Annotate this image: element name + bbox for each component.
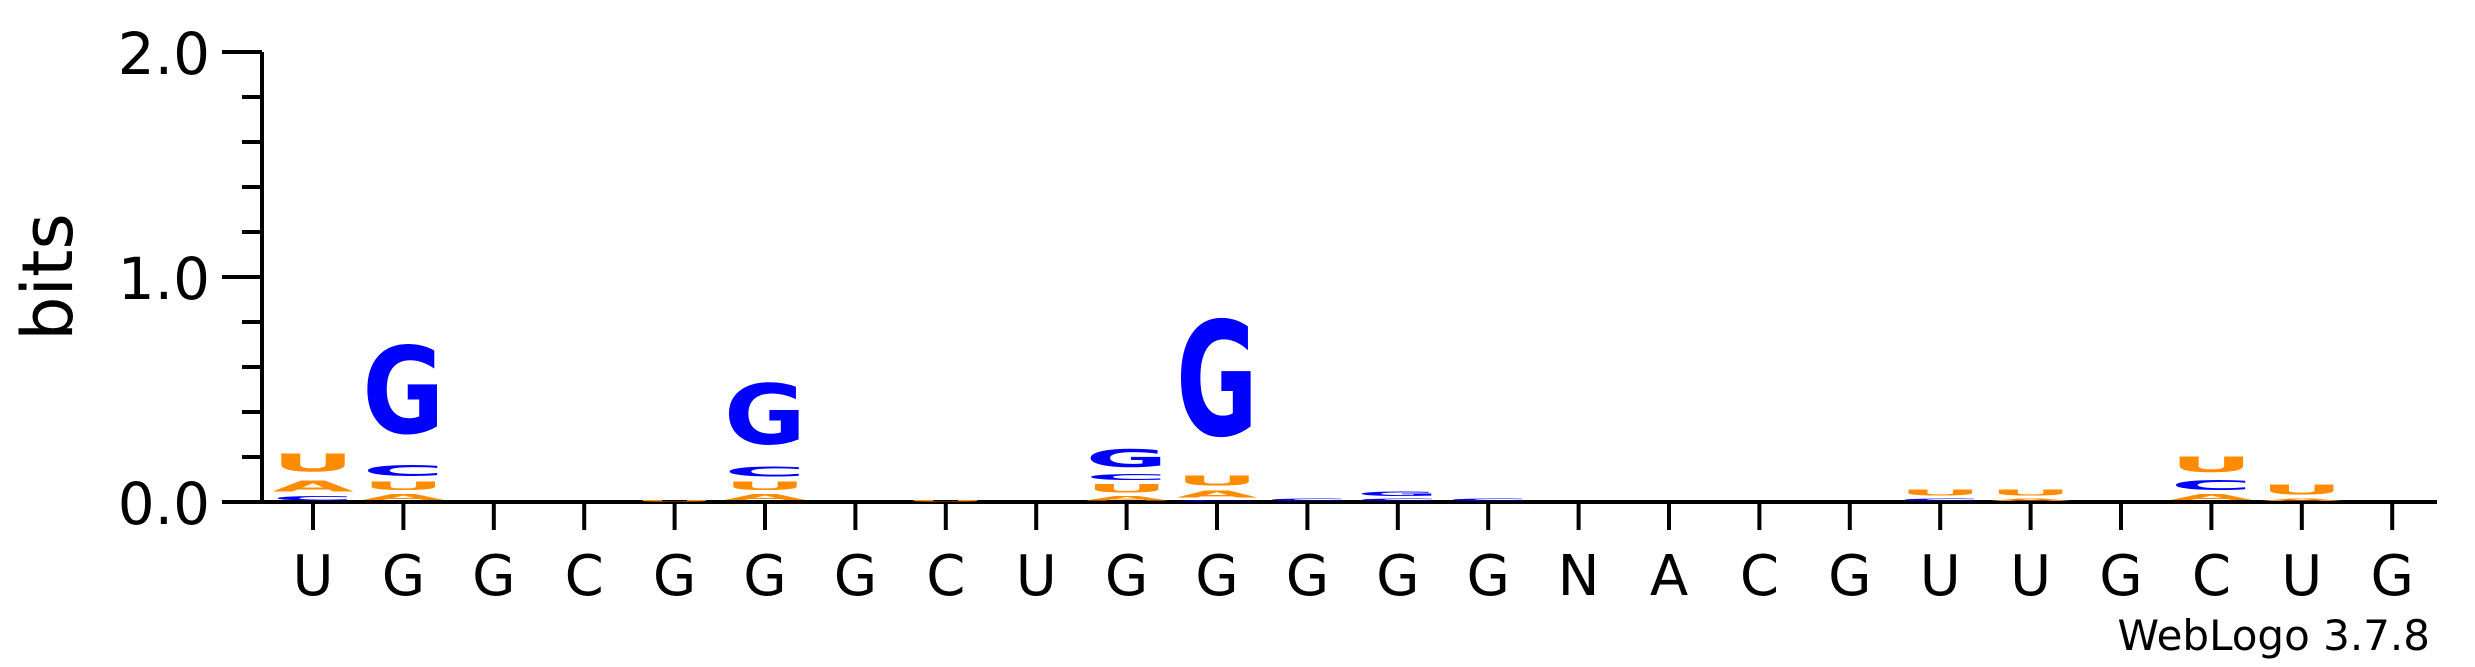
x-tick-label: G bbox=[472, 544, 515, 609]
logo-letter-U: U bbox=[2170, 453, 2252, 478]
x-tick-label: U bbox=[1016, 544, 1057, 609]
logo-letter-G: G bbox=[724, 367, 806, 463]
logo-letter-U: U bbox=[634, 500, 716, 502]
x-tick-label: G bbox=[1466, 544, 1509, 609]
weblogo-credit: WebLogo 3.7.8 bbox=[2118, 611, 2431, 660]
logo-letter-U: U bbox=[272, 448, 354, 477]
y-tick-label: 0.0 bbox=[118, 470, 210, 538]
logo-letter-A: A bbox=[724, 493, 806, 502]
x-tick-label: G bbox=[1195, 544, 1238, 609]
x-tick-label: G bbox=[1286, 544, 1329, 609]
logo-letter-C: C bbox=[362, 462, 444, 480]
logo-letter-U: U bbox=[1086, 482, 1168, 495]
x-tick-label: U bbox=[2010, 544, 2051, 609]
logo-letter-C: C bbox=[1447, 498, 1529, 502]
x-tick-label: U bbox=[2281, 544, 2322, 609]
logo-letter-G: G bbox=[362, 322, 444, 461]
x-tick-label: G bbox=[382, 544, 425, 609]
logo-letter-C: C bbox=[1357, 498, 1439, 502]
logo-letter-C: C bbox=[272, 495, 354, 502]
x-tick-label: G bbox=[834, 544, 877, 609]
logo-letter-U: U bbox=[905, 500, 987, 502]
logo-letter-U: U bbox=[724, 479, 806, 492]
x-tick-label: G bbox=[2370, 544, 2413, 609]
x-tick-label: C bbox=[565, 544, 604, 609]
logo-letter-U: U bbox=[1990, 489, 2072, 498]
logo-letter-C: C bbox=[724, 464, 806, 480]
logo-letter-U: U bbox=[362, 479, 444, 492]
x-tick-label: C bbox=[1740, 544, 1779, 609]
logo-letter-C: C bbox=[1176, 500, 1258, 502]
x-tick-label: U bbox=[1920, 544, 1961, 609]
logo-letter-A: A bbox=[2170, 493, 2252, 502]
logo-letter-G: G bbox=[1357, 491, 1439, 498]
logo-letter-C: C bbox=[1086, 473, 1168, 482]
logo-letter-A: A bbox=[2261, 497, 2343, 502]
y-tick-label: 1.0 bbox=[118, 245, 210, 313]
y-tick-label: 2.0 bbox=[118, 20, 210, 88]
logo-letter-A: A bbox=[1086, 495, 1168, 502]
x-tick-label: G bbox=[1376, 544, 1419, 609]
logo-letter-U: U bbox=[2261, 482, 2343, 498]
x-tick-label: N bbox=[1558, 544, 1600, 609]
x-tick-label: U bbox=[293, 544, 334, 609]
x-tick-label: C bbox=[926, 544, 965, 609]
logo-letter-C: C bbox=[1899, 498, 1981, 502]
logo-letter-C: C bbox=[1266, 498, 1348, 502]
x-tick-label: G bbox=[1105, 544, 1148, 609]
x-tick-label: G bbox=[653, 544, 696, 609]
logo-letter-A: A bbox=[362, 493, 444, 502]
logo-letter-C: C bbox=[2170, 477, 2252, 493]
y-axis-label: bits bbox=[7, 213, 89, 341]
x-tick-label: G bbox=[2099, 544, 2142, 609]
logo-letter-U: U bbox=[1176, 473, 1258, 489]
logo-letter-A: A bbox=[1176, 488, 1258, 499]
logo-letter-A: A bbox=[1990, 497, 2072, 502]
x-tick-label: G bbox=[1828, 544, 1871, 609]
logo-letter-A: A bbox=[272, 477, 355, 495]
x-tick-label: C bbox=[2192, 544, 2231, 609]
logo-letter-G: G bbox=[1086, 444, 1168, 473]
y-ticks: 0.0 1.0 2.0 bbox=[118, 20, 262, 538]
logo-letter-U: U bbox=[1899, 489, 1981, 498]
x-tick-label: A bbox=[1650, 544, 1688, 609]
x-tick-label: G bbox=[743, 544, 786, 609]
logo-letter-G: G bbox=[1176, 289, 1258, 473]
